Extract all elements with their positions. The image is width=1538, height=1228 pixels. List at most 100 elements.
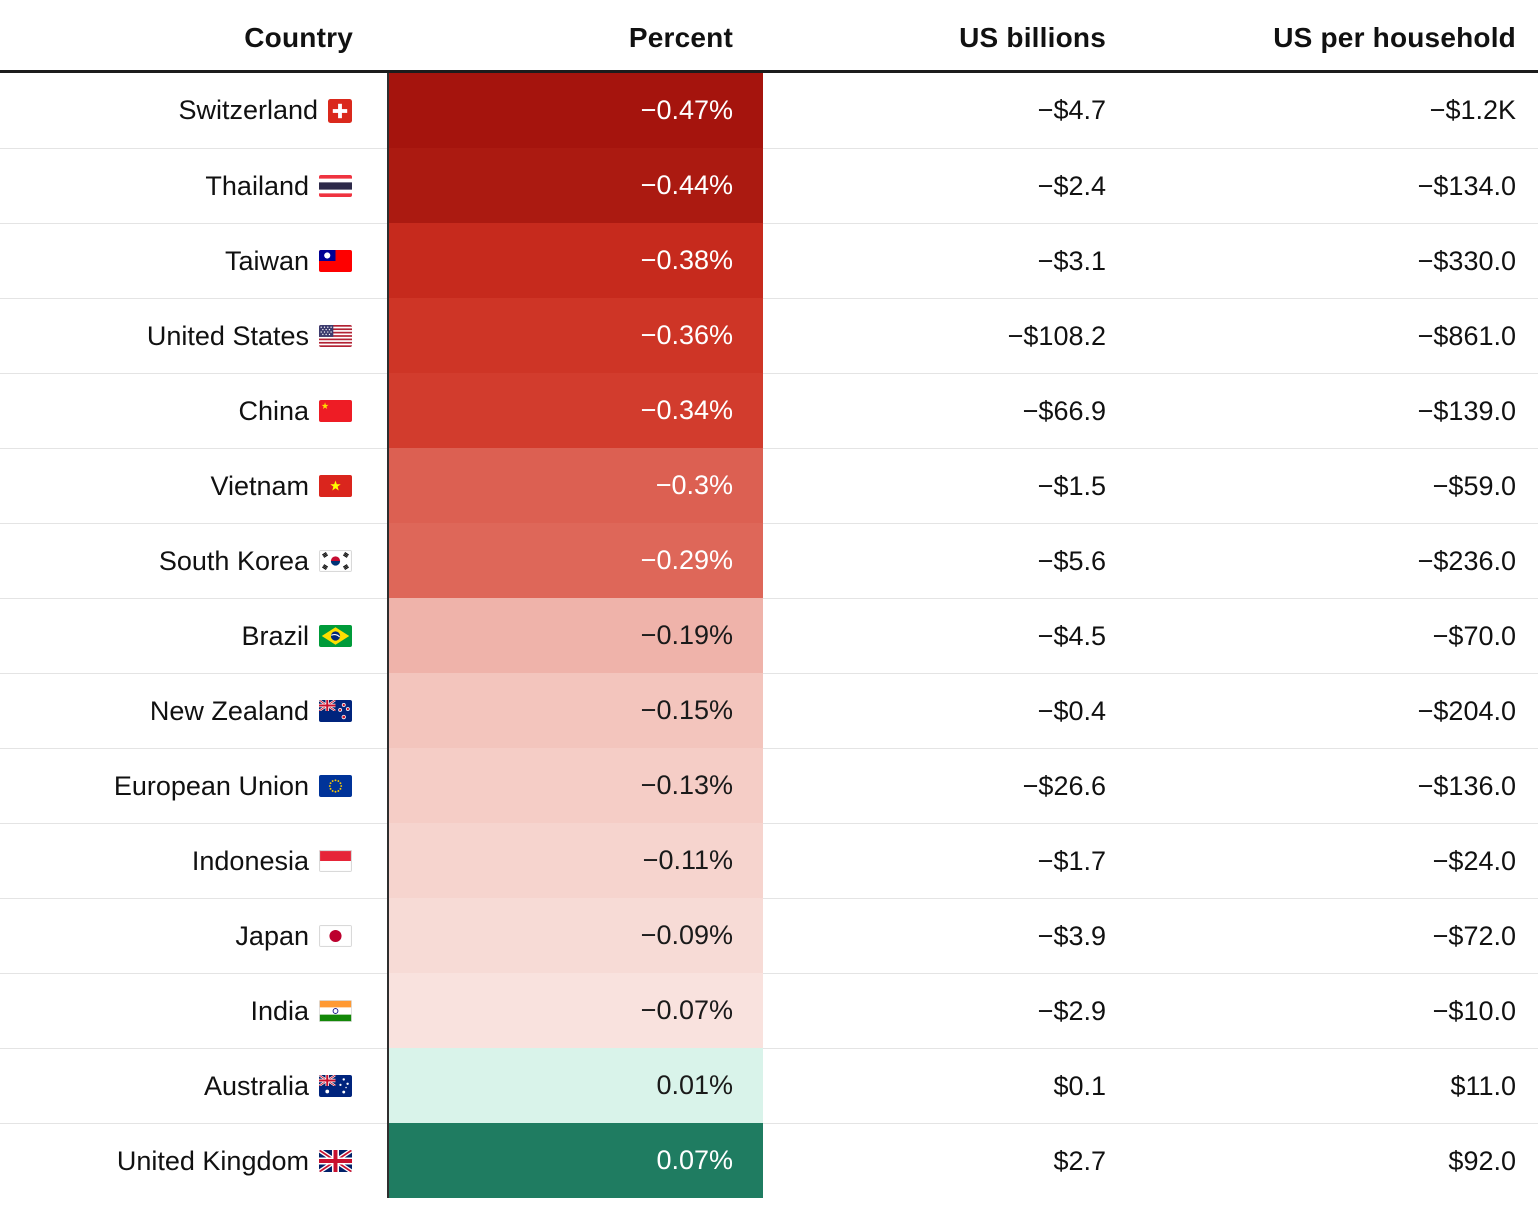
country-name: China <box>238 395 309 426</box>
percent-cell: −0.13% <box>387 748 763 823</box>
us-per-household-cell: −$1.2K <box>1429 95 1516 125</box>
table-header-row: Country Percent US billions US per house… <box>0 6 1538 73</box>
us-per-household-cell: −$236.0 <box>1108 523 1538 598</box>
country-cell: Indonesia <box>0 823 387 898</box>
country-name: Australia <box>203 1070 309 1101</box>
country-cell: Thailand <box>0 148 387 223</box>
table-row: China −0.34% −$66.9 −$139.0 <box>0 373 1538 448</box>
country-cell: Switzerland <box>0 73 387 148</box>
vietnam-flag <box>319 475 352 497</box>
percent-cell: −0.44% <box>387 148 763 223</box>
us-billions-cell: −$4.7 <box>1037 95 1106 125</box>
us-billions-cell: $0.1 <box>763 1048 1108 1123</box>
table-row: India −0.07% −$2.9 −$10.0 <box>0 973 1538 1048</box>
indonesia-flag <box>319 850 352 872</box>
country-name: Switzerland <box>178 95 318 125</box>
header-us-per-household: US per household <box>1273 22 1516 53</box>
country-name: United Kingdom <box>116 1145 309 1176</box>
us-billions-cell: −$0.4 <box>763 673 1108 748</box>
us-billions-cell: $2.7 <box>763 1123 1108 1198</box>
table-row: Switzerland −0.47% −$4.7 −$1.2K <box>0 73 1538 148</box>
table-row: New Zealand −0.15% −$0.4 −$204.0 <box>0 673 1538 748</box>
us-per-household-cell: $92.0 <box>1108 1123 1538 1198</box>
us-billions-cell: −$3.9 <box>763 898 1108 973</box>
us-billions-cell: −$4.5 <box>763 598 1108 673</box>
country-cell: Vietnam <box>0 448 387 523</box>
taiwan-flag <box>319 250 352 272</box>
us-per-household-cell: −$136.0 <box>1108 748 1538 823</box>
table-row: European Union −0.13% −$26.6 −$136.0 <box>0 748 1538 823</box>
south-korea-flag <box>319 550 352 572</box>
country-cell: India <box>0 973 387 1048</box>
us-billions-cell: −$2.4 <box>763 148 1108 223</box>
us-billions-cell: −$108.2 <box>763 298 1108 373</box>
european-union-flag <box>319 775 352 797</box>
percent-cell: −0.36% <box>387 298 763 373</box>
us-per-household-cell: −$24.0 <box>1108 823 1538 898</box>
country-name: Vietnam <box>210 470 309 501</box>
table-row: Thailand −0.44% −$2.4 −$134.0 <box>0 148 1538 223</box>
us-per-household-cell: −$72.0 <box>1108 898 1538 973</box>
us-billions-cell: −$66.9 <box>763 373 1108 448</box>
country-name: Thailand <box>205 170 309 201</box>
thailand-flag <box>319 175 352 197</box>
country-name: South Korea <box>158 545 309 576</box>
us-billions-cell: −$3.1 <box>763 223 1108 298</box>
us-per-household-cell: −$59.0 <box>1108 448 1538 523</box>
japan-flag <box>319 925 352 947</box>
percent-cell: −0.09% <box>387 898 763 973</box>
us-billions-cell: −$2.9 <box>763 973 1108 1048</box>
percent-cell: −0.3% <box>387 448 763 523</box>
country-cell: South Korea <box>0 523 387 598</box>
country-cell: European Union <box>0 748 387 823</box>
us-per-household-cell: −$10.0 <box>1108 973 1538 1048</box>
new-zealand-flag <box>319 700 352 722</box>
tariff-impact-table: Country Percent US billions US per house… <box>0 6 1538 1198</box>
percent-cell: −0.11% <box>387 823 763 898</box>
us-per-household-cell: −$134.0 <box>1108 148 1538 223</box>
us-per-household-cell: −$861.0 <box>1108 298 1538 373</box>
us-billions-cell: −$26.6 <box>763 748 1108 823</box>
australia-flag <box>319 1075 352 1097</box>
table-row: South Korea −0.29% −$5.6 −$236.0 <box>0 523 1538 598</box>
switzerland-flag <box>328 98 352 123</box>
india-flag <box>319 1000 352 1022</box>
percent-cell: −0.15% <box>387 673 763 748</box>
country-name: India <box>250 995 309 1026</box>
table-body: Switzerland −0.47% −$4.7 −$1.2K Thailand −0.4… <box>0 73 1538 1198</box>
country-name: Japan <box>235 920 309 951</box>
table-row: Taiwan −0.38% −$3.1 −$330.0 <box>0 223 1538 298</box>
percent-cell: −0.47% <box>387 73 763 148</box>
percent-cell: −0.19% <box>387 598 763 673</box>
percent-cell: 0.07% <box>387 1123 763 1198</box>
table-row: Indonesia −0.11% −$1.7 −$24.0 <box>0 823 1538 898</box>
united-kingdom-flag <box>319 1150 352 1172</box>
country-name: New Zealand <box>149 695 309 726</box>
united-states-flag <box>319 325 352 347</box>
table-row: Vietnam −0.3% −$1.5 −$59.0 <box>0 448 1538 523</box>
header-country: Country <box>244 22 353 53</box>
us-billions-cell: −$1.5 <box>763 448 1108 523</box>
header-us-billions: US billions <box>959 22 1106 53</box>
country-cell: Japan <box>0 898 387 973</box>
us-per-household-cell: −$70.0 <box>1108 598 1538 673</box>
country-cell: China <box>0 373 387 448</box>
country-name: Indonesia <box>191 845 309 876</box>
country-cell: New Zealand <box>0 673 387 748</box>
country-cell: United Kingdom <box>0 1123 387 1198</box>
us-per-household-cell: −$204.0 <box>1108 673 1538 748</box>
table-row: United States −0.36% −$108.2 −$861.0 <box>0 298 1538 373</box>
table-row: Brazil −0.19% −$4.5 −$70.0 <box>0 598 1538 673</box>
percent-cell: 0.01% <box>387 1048 763 1123</box>
country-name: United States <box>146 320 309 351</box>
brazil-flag <box>319 625 352 647</box>
table-row: Japan −0.09% −$3.9 −$72.0 <box>0 898 1538 973</box>
country-cell: United States <box>0 298 387 373</box>
percent-cell: −0.34% <box>387 373 763 448</box>
country-cell: Taiwan <box>0 223 387 298</box>
header-percent: Percent <box>628 22 733 53</box>
country-cell: Australia <box>0 1048 387 1123</box>
us-billions-cell: −$5.6 <box>763 523 1108 598</box>
percent-cell: −0.29% <box>387 523 763 598</box>
us-per-household-cell: −$139.0 <box>1108 373 1538 448</box>
